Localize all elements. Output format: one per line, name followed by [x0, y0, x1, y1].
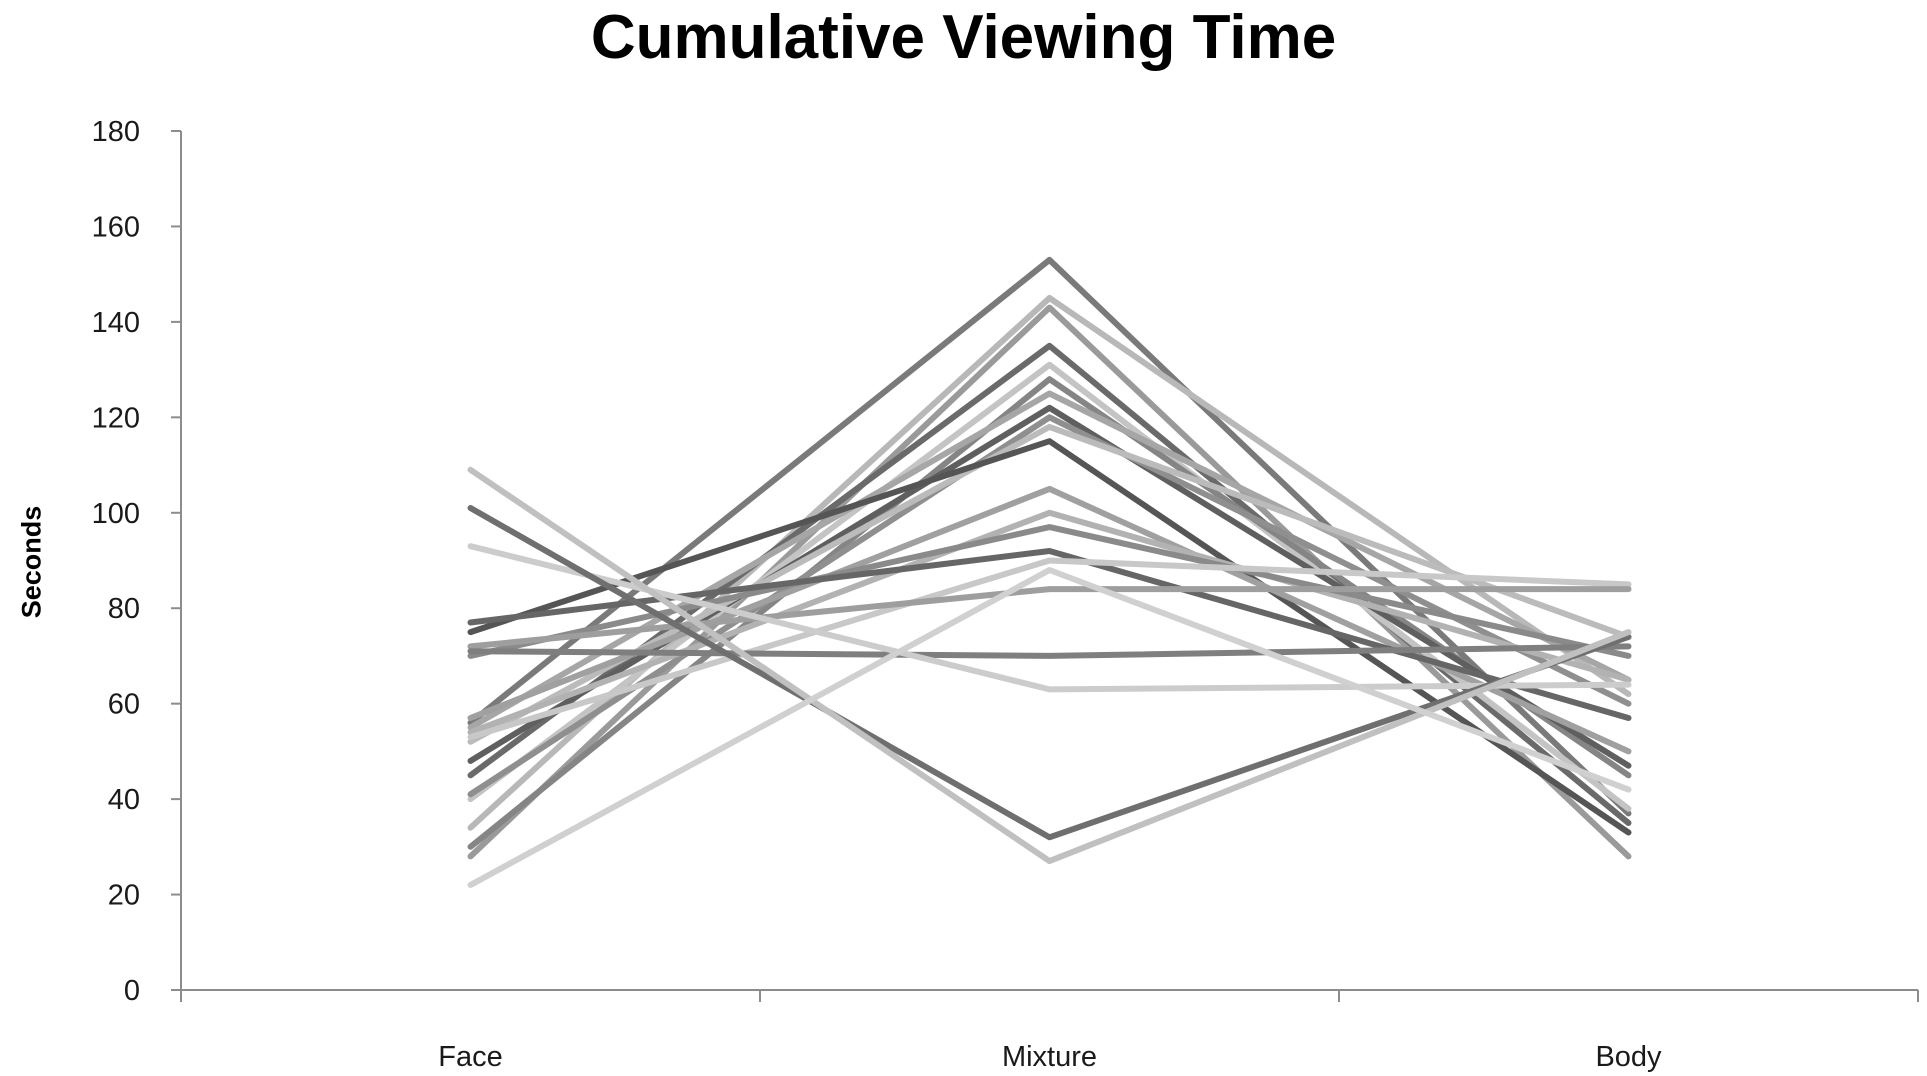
series-line-11	[467, 438, 1632, 836]
y-tick-label: 60	[108, 689, 140, 721]
series-line-3	[467, 304, 1632, 860]
series-lines	[467, 256, 1632, 888]
series-line-10	[467, 423, 1632, 745]
series-line-20	[467, 505, 1632, 841]
series-line-19	[467, 543, 1632, 693]
series-line-16	[467, 557, 1632, 741]
x-tick-labels: Face Mixture Body	[438, 1041, 1662, 1073]
series-line-18	[467, 643, 1632, 659]
y-tick-label: 120	[92, 402, 140, 434]
y-tick-label: 80	[108, 593, 140, 625]
y-tick-label: 20	[108, 880, 140, 912]
x-tick-label: Body	[1595, 1041, 1662, 1073]
y-tick-label: 0	[124, 975, 140, 1007]
axes	[171, 130, 1919, 1002]
y-tick-label: 100	[92, 498, 140, 530]
series-line-13	[467, 509, 1632, 736]
series-line-17	[467, 586, 1632, 650]
y-tick-label: 180	[92, 116, 140, 148]
x-tick-label: Face	[438, 1041, 502, 1073]
series-line-9	[467, 414, 1632, 798]
series-line-14	[467, 524, 1632, 659]
x-tick-label: Mixture	[1002, 1041, 1097, 1073]
y-tick-label: 140	[92, 307, 140, 339]
chart-title: Cumulative Viewing Time	[590, 3, 1337, 72]
series-line-6	[467, 376, 1632, 850]
series-line-22	[467, 567, 1632, 888]
y-tick-labels: 0 20 40 60 80 100 120 140 160 180	[92, 116, 140, 1007]
series-line-21	[467, 466, 1632, 865]
y-tick-label: 40	[108, 784, 140, 816]
y-tick-label: 160	[92, 211, 140, 243]
